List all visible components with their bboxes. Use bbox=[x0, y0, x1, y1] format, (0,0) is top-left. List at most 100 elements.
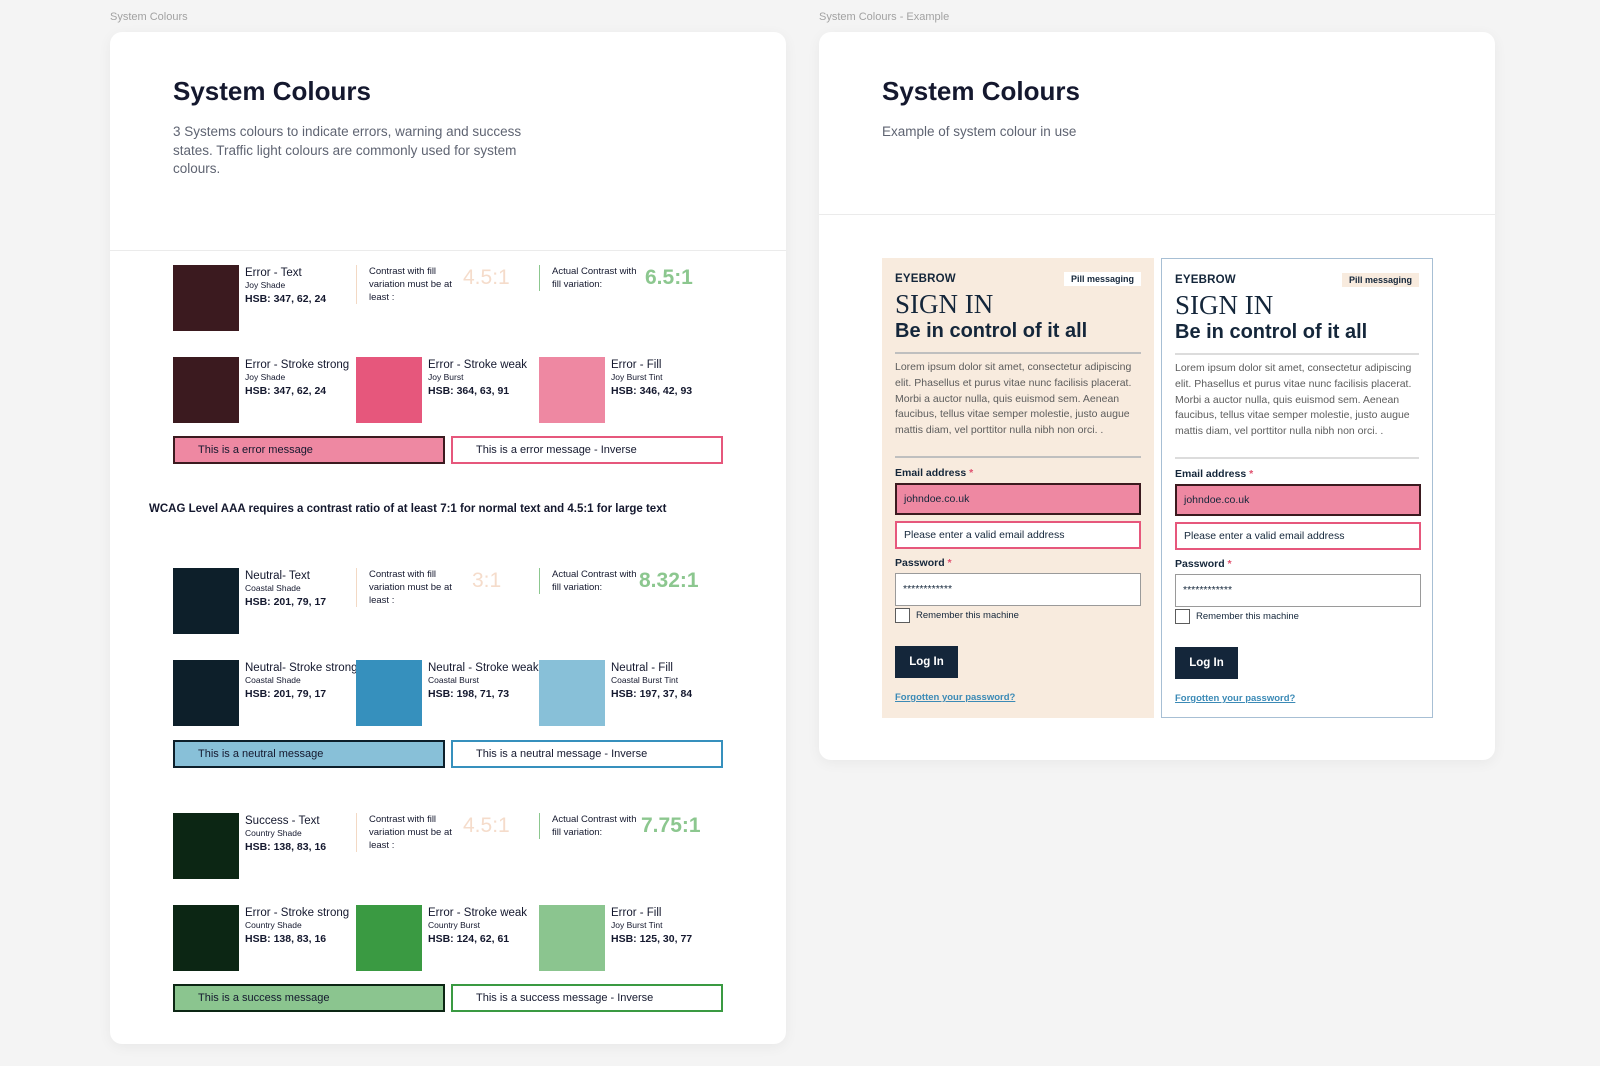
swatch-subname: Coastal Burst bbox=[428, 675, 480, 685]
sign-in-panel-filled: EYEBROW Pill messaging SIGN IN Be in con… bbox=[882, 258, 1154, 718]
header-divider bbox=[819, 214, 1495, 215]
success-stroke-strong-info: Error - Stroke strong Country Shade HSB:… bbox=[245, 906, 349, 947]
error-stroke-strong-info: Error - Stroke strong Joy Shade HSB: 347… bbox=[245, 358, 349, 399]
error-fill-info: Error - Fill Joy Burst Tint HSB: 346, 42… bbox=[611, 358, 692, 399]
password-input[interactable]: ************ bbox=[1175, 574, 1421, 607]
forgot-password-link[interactable]: Forgotten your password? bbox=[895, 692, 1016, 703]
email-input[interactable]: johndoe.co.uk bbox=[1175, 484, 1421, 516]
error-message: This is a error message bbox=[173, 436, 445, 464]
swatch-hsb: HSB: 138, 83, 16 bbox=[245, 933, 327, 945]
contrast-minimum-label: Contrast with fill variation must be at … bbox=[369, 266, 452, 303]
swatch-name: Neutral - Stroke weak bbox=[428, 662, 539, 674]
body-rule bbox=[895, 456, 1141, 458]
success-stroke-strong-swatch bbox=[173, 905, 239, 971]
swatch-name: Error - Stroke weak bbox=[428, 359, 528, 371]
success-message: This is a success message bbox=[173, 984, 445, 1012]
error-contrast-minimum-value: 4.5:1 bbox=[463, 266, 510, 289]
log-in-button[interactable]: Log In bbox=[1175, 647, 1238, 679]
checkbox-box[interactable] bbox=[1175, 609, 1190, 624]
frame-label-system-colours-example: System Colours - Example bbox=[819, 11, 950, 23]
neutral-contrast-actual: Actual Contrast with fill variation: bbox=[539, 568, 638, 594]
email-label: Email address * bbox=[1175, 468, 1253, 480]
neutral-text-swatch bbox=[173, 568, 239, 634]
swatch-hsb: HSB: 198, 71, 73 bbox=[428, 688, 510, 700]
swatch-subname: Joy Burst bbox=[428, 372, 464, 382]
swatch-hsb: HSB: 347, 62, 24 bbox=[245, 293, 327, 305]
swatch-subname: Joy Shade bbox=[245, 372, 286, 382]
swatch-subname: Joy Burst Tint bbox=[611, 920, 663, 930]
remember-checkbox[interactable]: Remember this machine bbox=[1175, 609, 1299, 624]
swatch-name: Error - Fill bbox=[611, 907, 662, 919]
sign-in-title: SIGN IN bbox=[1175, 290, 1274, 320]
neutral-stroke-weak-info: Neutral - Stroke weak Coastal Burst HSB:… bbox=[428, 661, 539, 702]
neutral-stroke-strong-swatch bbox=[173, 660, 239, 726]
neutral-message-inverse: This is a neutral message - Inverse bbox=[451, 740, 723, 768]
wcag-note: WCAG Level AAA requires a contrast ratio… bbox=[149, 503, 667, 515]
swatch-subname: Coastal Shade bbox=[245, 583, 301, 593]
contrast-actual-label: Actual Contrast with fill variation: bbox=[552, 814, 637, 838]
swatch-name: Success - Text bbox=[245, 815, 320, 827]
neutral-contrast-minimum: Contrast with fill variation must be at … bbox=[356, 568, 455, 607]
swatch-hsb: HSB: 201, 79, 17 bbox=[245, 688, 327, 700]
password-label-text: Password bbox=[1175, 558, 1225, 570]
password-label: Password * bbox=[895, 557, 952, 569]
remember-label: Remember this machine bbox=[916, 610, 1019, 622]
forgot-password-link[interactable]: Forgotten your password? bbox=[1175, 693, 1296, 704]
remember-checkbox[interactable]: Remember this machine bbox=[895, 608, 1019, 623]
error-contrast-minimum: Contrast with fill variation must be at … bbox=[356, 265, 455, 304]
page-description: Example of system colour in use bbox=[882, 124, 1077, 139]
success-message-inverse: This is a success message - Inverse bbox=[451, 984, 723, 1012]
neutral-contrast-actual-value: 8.32:1 bbox=[639, 569, 699, 592]
contrast-minimum-label: Contrast with fill variation must be at … bbox=[369, 814, 452, 851]
email-label-text: Email address bbox=[895, 467, 967, 479]
success-stroke-weak-info: Error - Stroke weak Country Burst HSB: 1… bbox=[428, 906, 527, 947]
swatch-name: Error - Text bbox=[245, 267, 302, 279]
success-contrast-actual: Actual Contrast with fill variation: bbox=[539, 813, 638, 839]
password-label: Password * bbox=[1175, 558, 1232, 570]
frame-label-system-colours: System Colours bbox=[110, 11, 188, 23]
swatch-hsb: HSB: 125, 30, 77 bbox=[611, 933, 693, 945]
log-in-button[interactable]: Log In bbox=[895, 646, 958, 678]
error-text-info: Error - Text Joy Shade HSB: 347, 62, 24 bbox=[245, 266, 326, 307]
error-contrast-actual: Actual Contrast with fill variation: bbox=[539, 265, 638, 291]
success-fill-swatch bbox=[539, 905, 605, 971]
neutral-contrast-minimum-value: 3:1 bbox=[472, 569, 502, 592]
success-text-info: Success - Text Country Shade HSB: 138, 8… bbox=[245, 814, 326, 855]
sign-in-panel-outlined: EYEBROW Pill messaging SIGN IN Be in con… bbox=[1161, 258, 1433, 718]
sign-in-title: SIGN IN bbox=[895, 289, 994, 319]
contrast-minimum-label: Contrast with fill variation must be at … bbox=[369, 569, 452, 606]
required-marker: * bbox=[969, 467, 974, 479]
email-error-message: Please enter a valid email address bbox=[895, 521, 1141, 549]
title-rule bbox=[1175, 353, 1419, 355]
error-stroke-weak-info: Error - Stroke weak Joy Burst HSB: 364, … bbox=[428, 358, 527, 399]
page-title: System Colours bbox=[882, 76, 1080, 106]
required-marker: * bbox=[1249, 468, 1254, 480]
required-marker: * bbox=[947, 557, 952, 569]
neutral-fill-swatch bbox=[539, 660, 605, 726]
email-input[interactable]: johndoe.co.uk bbox=[895, 483, 1141, 515]
success-fill-info: Error - Fill Joy Burst Tint HSB: 125, 30… bbox=[611, 906, 692, 947]
error-fill-swatch bbox=[539, 357, 605, 423]
swatch-hsb: HSB: 201, 79, 17 bbox=[245, 596, 327, 608]
swatch-subname: Country Burst bbox=[428, 920, 480, 930]
sign-in-subtitle: Be in control of it all bbox=[895, 320, 1088, 342]
password-input[interactable]: ************ bbox=[895, 573, 1141, 606]
page-description: 3 Systems colours to indicate errors, wa… bbox=[173, 124, 522, 176]
swatch-name: Neutral - Fill bbox=[611, 662, 673, 674]
neutral-text-info: Neutral- Text Coastal Shade HSB: 201, 79… bbox=[245, 569, 326, 610]
eyebrow: EYEBROW bbox=[1175, 274, 1236, 286]
swatch-name: Neutral- Stroke strong bbox=[245, 662, 358, 674]
swatch-hsb: HSB: 347, 62, 24 bbox=[245, 385, 327, 397]
system-colours-example-card: System Colours Example of system colour … bbox=[819, 32, 1495, 760]
email-label-text: Email address bbox=[1175, 468, 1247, 480]
swatch-name: Error - Fill bbox=[611, 359, 662, 371]
swatch-name: Error - Stroke weak bbox=[428, 907, 528, 919]
checkbox-box[interactable] bbox=[895, 608, 910, 623]
header-divider bbox=[110, 250, 786, 251]
swatch-hsb: HSB: 346, 42, 93 bbox=[611, 385, 693, 397]
swatch-name: Error - Stroke strong bbox=[245, 359, 350, 371]
body-rule bbox=[1175, 457, 1419, 459]
required-marker: * bbox=[1227, 558, 1232, 570]
error-contrast-actual-value: 6.5:1 bbox=[645, 266, 693, 289]
swatch-hsb: HSB: 197, 37, 84 bbox=[611, 688, 693, 700]
